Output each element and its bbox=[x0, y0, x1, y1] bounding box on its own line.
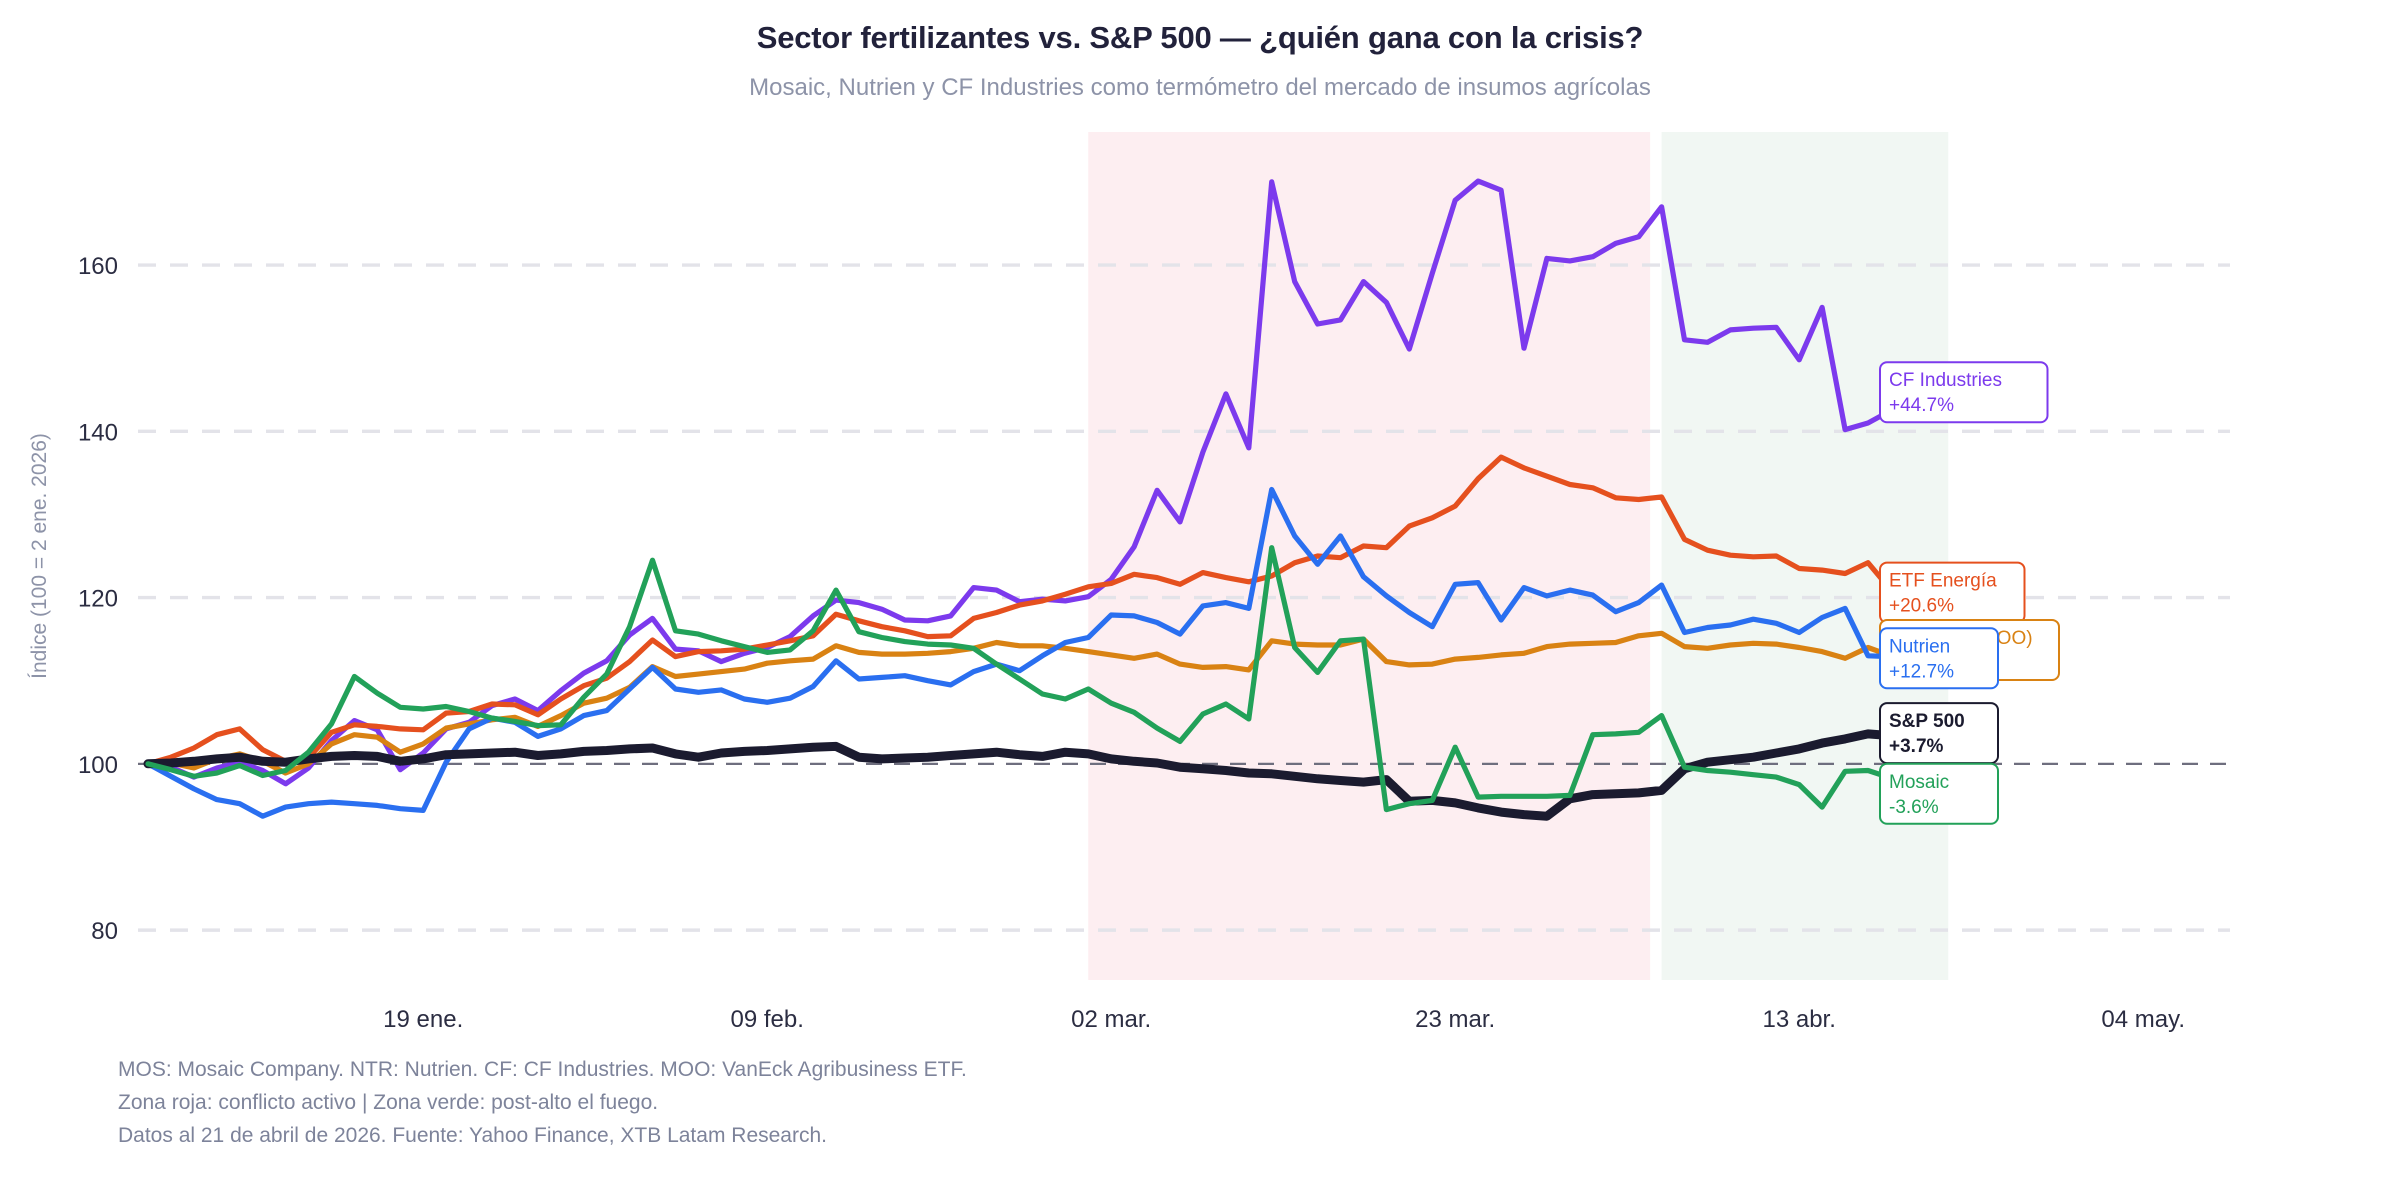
callout-series-change: +12.7% bbox=[1889, 661, 1954, 682]
callout-series-name: Nutrien bbox=[1889, 636, 1950, 657]
y-axis-title: Índice (100 = 2 ene. 2026) bbox=[28, 433, 51, 679]
series-callout-sp500[interactable]: S&P 500 +3.7% bbox=[1879, 702, 1999, 765]
callout-box bbox=[1879, 762, 1999, 825]
y-tick-label: 160 bbox=[78, 253, 118, 280]
zone-ceasefire-green bbox=[1661, 132, 1949, 980]
series-callout-energia[interactable]: ETF Energía +20.6% bbox=[1879, 561, 2026, 624]
data-series-lines bbox=[143, 178, 1942, 821]
x-tick-label: 09 feb. bbox=[730, 1006, 803, 1033]
y-tick-label: 100 bbox=[78, 752, 118, 779]
callout-series-change: +3.7% bbox=[1889, 736, 1944, 757]
y-axis-ticks: 80 100 120 140 160 bbox=[78, 253, 118, 945]
series-line-mosaic bbox=[145, 545, 1940, 813]
y-tick-label: 80 bbox=[91, 918, 118, 945]
x-tick-label: 23 mar. bbox=[1415, 1006, 1495, 1033]
zone-conflict-red bbox=[1088, 132, 1651, 980]
x-tick-label: 19 ene. bbox=[383, 1006, 463, 1033]
x-tick-label: 13 abr. bbox=[1762, 1006, 1835, 1033]
x-axis-ticks: 19 ene. 09 feb. 02 mar. 23 mar. 13 abr. 04 ma… bbox=[383, 1006, 2185, 1033]
callout-series-name: Mosaic bbox=[1889, 772, 1949, 793]
footnote-line: Zona roja: conflicto activo | Zona verde… bbox=[118, 1091, 658, 1114]
series-callout-nutrien[interactable]: Nutrien +12.7% bbox=[1879, 627, 1999, 690]
series-line-nutrien bbox=[145, 486, 1940, 819]
series-line-agro bbox=[145, 630, 1940, 776]
footnotes: MOS: Mosaic Company. NTR: Nutrien. CF: C… bbox=[118, 1058, 967, 1147]
callout-series-name: CF Industries bbox=[1889, 370, 2002, 391]
shaded-zones bbox=[1088, 132, 1949, 980]
callout-series-change: +44.7% bbox=[1889, 395, 1954, 416]
series-callout-cf[interactable]: CF Industries +44.7% bbox=[1879, 361, 2049, 424]
callout-series-change: +20.6% bbox=[1889, 596, 1954, 617]
callout-series-name: S&P 500 bbox=[1889, 711, 1965, 732]
callout-series-name: ETF Energía bbox=[1889, 571, 1997, 592]
callout-series-change: -3.6% bbox=[1889, 797, 1939, 818]
y-tick-label: 120 bbox=[78, 586, 118, 613]
series-callout-mosaic[interactable]: Mosaic -3.6% bbox=[1879, 762, 1999, 825]
chart-subtitle: Mosaic, Nutrien y CF Industries como ter… bbox=[749, 74, 1651, 101]
x-tick-label: 02 mar. bbox=[1071, 1006, 1151, 1033]
footnote-line: Datos al 21 de abril de 2026. Fuente: Ya… bbox=[118, 1124, 827, 1147]
series-line-energia bbox=[145, 454, 1940, 767]
series-callout-labels: CF Industries +44.7% ETF Energía +20.6%ETF … bbox=[1879, 361, 2060, 825]
y-tick-label: 140 bbox=[78, 419, 118, 446]
callout-box bbox=[1879, 361, 2049, 424]
y-axis-label-group: Índice (100 = 2 ene. 2026) bbox=[28, 433, 51, 679]
footnote-line: MOS: Mosaic Company. NTR: Nutrien. CF: C… bbox=[118, 1058, 967, 1081]
page-title: Sector fertilizantes vs. S&P 500 — ¿quié… bbox=[756, 20, 1644, 55]
series-line-sp500 bbox=[143, 728, 1942, 821]
x-tick-label: 04 may. bbox=[2101, 1006, 2185, 1033]
callout-box bbox=[1879, 627, 1999, 690]
